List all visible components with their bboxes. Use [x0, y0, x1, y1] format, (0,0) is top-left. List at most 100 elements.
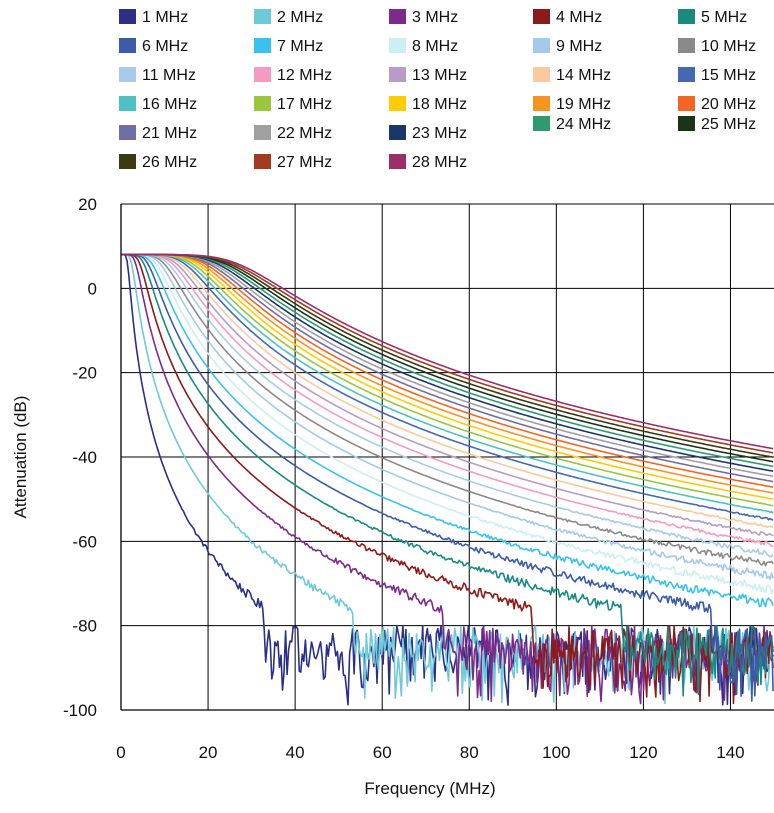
series-line-7-mhz	[121, 253, 774, 608]
series-line-17-mhz	[121, 253, 774, 507]
series-line-20-mhz	[121, 253, 774, 488]
legend-item-4-mhz: 4 MHz	[533, 9, 602, 26]
legend-item-18-mhz: 18 MHz	[389, 96, 467, 113]
legend-label: 12 MHz	[277, 67, 332, 84]
legend-item-10-mhz: 10 MHz	[678, 38, 756, 55]
legend-swatch	[678, 96, 695, 111]
x-axis-label: Frequency (MHz)	[364, 779, 495, 798]
legend-label: 4 MHz	[556, 9, 602, 26]
series-line-22-mhz	[121, 253, 774, 478]
legend-label: 6 MHz	[142, 38, 188, 55]
legend-item-16-mhz: 16 MHz	[119, 96, 197, 113]
legend-item-1-mhz: 1 MHz	[119, 9, 188, 26]
y-axis-label: Attenuation (dB)	[11, 396, 30, 519]
legend-label: 1 MHz	[142, 9, 188, 26]
series-line-10-mhz	[121, 253, 774, 567]
legend-swatch	[119, 125, 136, 140]
legend-item-22-mhz: 22 MHz	[254, 125, 332, 142]
legend-item-6-mhz: 6 MHz	[119, 38, 188, 55]
x-tick-label: 40	[286, 743, 305, 762]
legend-swatch	[678, 67, 695, 82]
legend-label: 14 MHz	[556, 67, 611, 84]
x-tick-label: 60	[373, 743, 392, 762]
legend-label: 28 MHz	[412, 154, 467, 171]
legend-item-3-mhz: 3 MHz	[389, 9, 458, 26]
y-tick-label: -40	[72, 448, 97, 467]
legend-label: 11 MHz	[142, 67, 196, 84]
legend-swatch	[389, 9, 406, 24]
legend-label: 18 MHz	[412, 96, 467, 113]
legend-label: 23 MHz	[412, 125, 467, 142]
legend-item-2-mhz: 2 MHz	[254, 9, 323, 26]
legend-swatch	[678, 9, 695, 24]
legend-label: 24 MHz	[556, 116, 611, 133]
series-line-19-mhz	[121, 253, 774, 494]
legend-item-9-mhz: 9 MHz	[533, 38, 602, 55]
legend-item-23-mhz: 23 MHz	[389, 125, 467, 142]
y-tick-label: -80	[72, 617, 97, 636]
legend-swatch	[678, 116, 695, 131]
legend-item-24-mhz: 24 MHz	[533, 116, 611, 133]
series-line-6-mhz	[121, 253, 774, 702]
legend-label: 20 MHz	[701, 96, 756, 113]
legend: 1 MHz 2 MHz 3 MHz 4 MHz 5 MHz 6 MHz 7 MHz 8 MHz…	[119, 9, 756, 171]
legend-label: 25 MHz	[701, 116, 756, 133]
series-line-28-mhz	[121, 253, 774, 450]
series-line-16-mhz	[121, 253, 774, 514]
legend-swatch	[533, 9, 550, 24]
series-line-18-mhz	[121, 253, 774, 500]
series-line-26-mhz	[121, 253, 774, 458]
legend-label: 27 MHz	[277, 154, 332, 171]
legend-item-15-mhz: 15 MHz	[678, 67, 756, 84]
legend-swatch	[119, 67, 136, 82]
x-tick-label: 120	[629, 743, 657, 762]
legend-swatch	[389, 96, 406, 111]
series-line-8-mhz	[121, 253, 774, 595]
y-tick-label: -100	[63, 701, 97, 720]
legend-swatch	[533, 116, 550, 131]
legend-item-21-mhz: 21 MHz	[119, 125, 197, 142]
legend-label: 21 MHz	[142, 125, 197, 142]
legend-item-17-mhz: 17 MHz	[254, 96, 332, 113]
legend-swatch	[389, 125, 406, 140]
legend-label: 16 MHz	[142, 96, 197, 113]
legend-item-8-mhz: 8 MHz	[389, 38, 458, 55]
legend-swatch	[119, 9, 136, 24]
y-tick-label: 20	[78, 195, 97, 214]
legend-item-20-mhz: 20 MHz	[678, 96, 756, 113]
legend-item-11-mhz: 11 MHz	[119, 67, 196, 84]
series-line-25-mhz	[121, 253, 774, 463]
legend-item-25-mhz: 25 MHz	[678, 116, 756, 133]
legend-swatch	[533, 67, 550, 82]
series-line-15-mhz	[121, 253, 774, 521]
legend-label: 17 MHz	[277, 96, 332, 113]
legend-label: 10 MHz	[701, 38, 756, 55]
series-line-21-mhz	[121, 253, 774, 483]
series-line-9-mhz	[121, 253, 774, 581]
series-line-13-mhz	[121, 253, 774, 537]
series-line-11-mhz	[121, 253, 774, 558]
legend-item-26-mhz: 26 MHz	[119, 154, 197, 171]
axes	[120, 204, 774, 711]
legend-swatch	[678, 38, 695, 53]
series-line-5-mhz	[121, 253, 774, 697]
series-line-14-mhz	[121, 253, 774, 529]
legend-item-12-mhz: 12 MHz	[254, 67, 332, 84]
x-tick-label: 100	[542, 743, 570, 762]
legend-swatch	[389, 38, 406, 53]
x-tick-label: 80	[460, 743, 479, 762]
legend-item-27-mhz: 27 MHz	[254, 154, 332, 171]
y-tick-label: 0	[88, 279, 97, 298]
legend-label: 2 MHz	[277, 9, 323, 26]
legend-swatch	[119, 154, 136, 169]
legend-item-7-mhz: 7 MHz	[254, 38, 323, 55]
legend-swatch	[533, 38, 550, 53]
legend-swatch	[254, 38, 271, 53]
legend-swatch	[254, 96, 271, 111]
series-line-24-mhz	[121, 253, 774, 468]
x-tick-label: 0	[116, 743, 125, 762]
legend-swatch	[389, 154, 406, 169]
legend-swatch	[119, 38, 136, 53]
